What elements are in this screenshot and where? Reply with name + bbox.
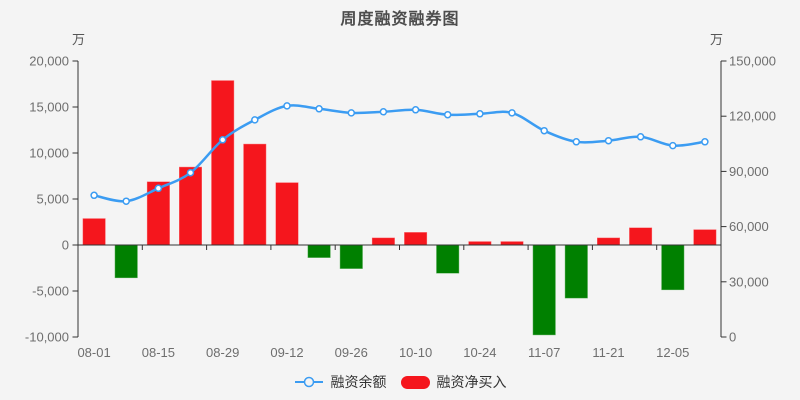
chart-title: 周度融资融券图 bbox=[340, 11, 460, 28]
right-axis-label: 30,000 bbox=[729, 274, 769, 289]
balance-data-point-2[interactable] bbox=[154, 184, 163, 193]
x-axis-label-10-24: 10-24 bbox=[463, 345, 496, 360]
left-axis-label: 10,000 bbox=[29, 146, 69, 161]
left-axis-label: 20,000 bbox=[29, 54, 69, 69]
left-axis-label: 0 bbox=[62, 238, 69, 253]
net-buy-bar-19[interactable] bbox=[692, 228, 717, 246]
balance-data-point-3[interactable] bbox=[186, 168, 195, 177]
balance-data-point-5[interactable] bbox=[251, 116, 259, 124]
balance-data-point-9[interactable] bbox=[379, 108, 388, 116]
net-buy-bar-14[interactable] bbox=[532, 244, 557, 336]
balance-data-point-16[interactable] bbox=[604, 136, 613, 145]
balance-data-point-15[interactable] bbox=[572, 138, 581, 146]
legend-item-net-buy[interactable]: 融资净买入 bbox=[400, 372, 507, 392]
x-axis-label-09-26: 09-26 bbox=[335, 345, 368, 360]
right-axis-label: 60,000 bbox=[729, 219, 769, 234]
x-axis-label-08-29: 08-29 bbox=[206, 345, 239, 360]
x-axis-label-08-15: 08-15 bbox=[142, 345, 175, 360]
bar-marker-icon bbox=[400, 375, 430, 389]
x-axis-label-09-12: 09-12 bbox=[270, 345, 303, 360]
net-buy-bar-0[interactable] bbox=[82, 217, 107, 246]
net-buy-bar-5[interactable] bbox=[242, 143, 267, 246]
left-axis-label: 5,000 bbox=[36, 192, 69, 207]
right-axis-label: 120,000 bbox=[729, 109, 776, 124]
net-buy-bar-16[interactable] bbox=[596, 237, 621, 246]
net-buy-bar-15[interactable] bbox=[564, 244, 589, 299]
balance-data-point-13[interactable] bbox=[508, 109, 516, 117]
right-axis-label: 150,000 bbox=[729, 54, 776, 69]
legend-item-financing-balance[interactable]: 融资余额 bbox=[294, 372, 387, 392]
balance-data-point-17[interactable] bbox=[636, 133, 645, 141]
net-buy-bar-1[interactable] bbox=[114, 244, 139, 279]
net-buy-bar-7[interactable] bbox=[307, 244, 332, 259]
right-axis-unit: 万 bbox=[710, 32, 724, 47]
balance-data-point-14[interactable] bbox=[540, 126, 548, 135]
left-axis-label: -10,000 bbox=[25, 330, 69, 345]
balance-data-point-8[interactable] bbox=[347, 109, 356, 117]
balance-data-point-11[interactable] bbox=[443, 110, 452, 119]
net-buy-bar-8[interactable] bbox=[339, 244, 364, 270]
right-axis-label: 0 bbox=[729, 330, 736, 345]
net-buy-bar-4[interactable] bbox=[210, 79, 235, 246]
balance-data-point-6[interactable] bbox=[283, 102, 291, 110]
net-buy-bar-13[interactable] bbox=[500, 240, 524, 246]
net-buy-bar-17[interactable] bbox=[628, 227, 653, 246]
balance-data-point-7[interactable] bbox=[315, 105, 323, 113]
legend: 融资余额 融资净买入 bbox=[0, 372, 800, 392]
balance-data-point-19[interactable] bbox=[701, 138, 709, 146]
net-buy-bar-9[interactable] bbox=[371, 237, 396, 246]
x-axis-label-10-10: 10-10 bbox=[399, 345, 432, 360]
balance-data-point-4[interactable] bbox=[218, 136, 227, 144]
balance-data-point-18[interactable] bbox=[669, 141, 677, 150]
net-buy-bar-11[interactable] bbox=[435, 244, 460, 274]
x-axis-label-11-21: 11-21 bbox=[592, 345, 624, 360]
balance-data-point-1[interactable] bbox=[122, 197, 130, 205]
left-axis-label: 15,000 bbox=[29, 100, 69, 115]
net-buy-bar-6[interactable] bbox=[275, 181, 299, 246]
line-circle-marker-icon bbox=[294, 376, 323, 388]
balance-data-point-0[interactable] bbox=[90, 191, 98, 200]
left-axis-label: -5,000 bbox=[32, 284, 69, 299]
legend-label-financing-balance: 融资余额 bbox=[330, 374, 387, 390]
net-buy-bar-10[interactable] bbox=[403, 231, 428, 246]
left-axis-unit: 万 bbox=[72, 32, 86, 47]
right-axis-label: 90,000 bbox=[729, 164, 769, 179]
net-buy-bar-12[interactable] bbox=[467, 240, 492, 246]
balance-data-point-10[interactable] bbox=[411, 106, 420, 114]
x-axis-label-11-07: 11-07 bbox=[528, 345, 560, 360]
x-axis-label-08-01: 08-01 bbox=[77, 345, 110, 360]
x-axis-label-12-05: 12-05 bbox=[656, 345, 689, 360]
balance-data-point-12[interactable] bbox=[476, 110, 484, 118]
net-buy-bar-18[interactable] bbox=[660, 244, 685, 291]
legend-label-net-buy: 融资净买入 bbox=[436, 374, 507, 390]
